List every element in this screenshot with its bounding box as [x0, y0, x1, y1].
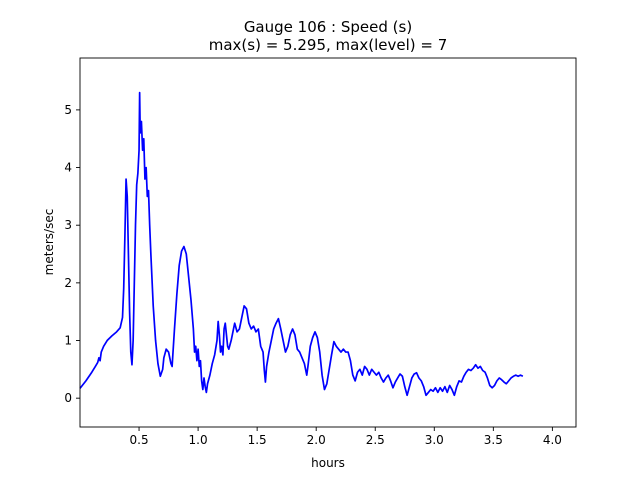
y-tick-label: 4 — [64, 161, 72, 175]
x-axis-label: hours — [311, 456, 345, 470]
plot-area — [79, 91, 524, 397]
x-tick-label: 1.0 — [189, 433, 208, 447]
speed-series-line — [79, 91, 524, 397]
y-axis: 0 1 2 3 4 5 — [64, 103, 80, 405]
chart-title-line1: Gauge 106 : Speed (s) — [244, 18, 412, 36]
x-tick-label: 3.5 — [484, 433, 503, 447]
y-axis-label: meters/sec — [42, 209, 56, 276]
y-tick-label: 5 — [64, 103, 72, 117]
x-axis: 0.5 1.0 1.5 2.0 2.5 3.0 3.5 4.0 — [130, 427, 562, 447]
y-tick-label: 0 — [64, 391, 72, 405]
axes-frame — [79, 57, 577, 428]
x-tick-label: 1.5 — [248, 433, 267, 447]
y-tick-label: 2 — [64, 276, 72, 290]
y-tick-label: 1 — [64, 334, 72, 348]
y-tick-label: 3 — [64, 218, 72, 232]
x-tick-label: 0.5 — [130, 433, 149, 447]
x-tick-label: 3.0 — [425, 433, 444, 447]
chart-title-line2: max(s) = 5.295, max(level) = 7 — [209, 36, 447, 54]
x-tick-label: 4.0 — [543, 433, 562, 447]
x-tick-label: 2.5 — [366, 433, 385, 447]
x-tick-label: 2.0 — [307, 433, 326, 447]
